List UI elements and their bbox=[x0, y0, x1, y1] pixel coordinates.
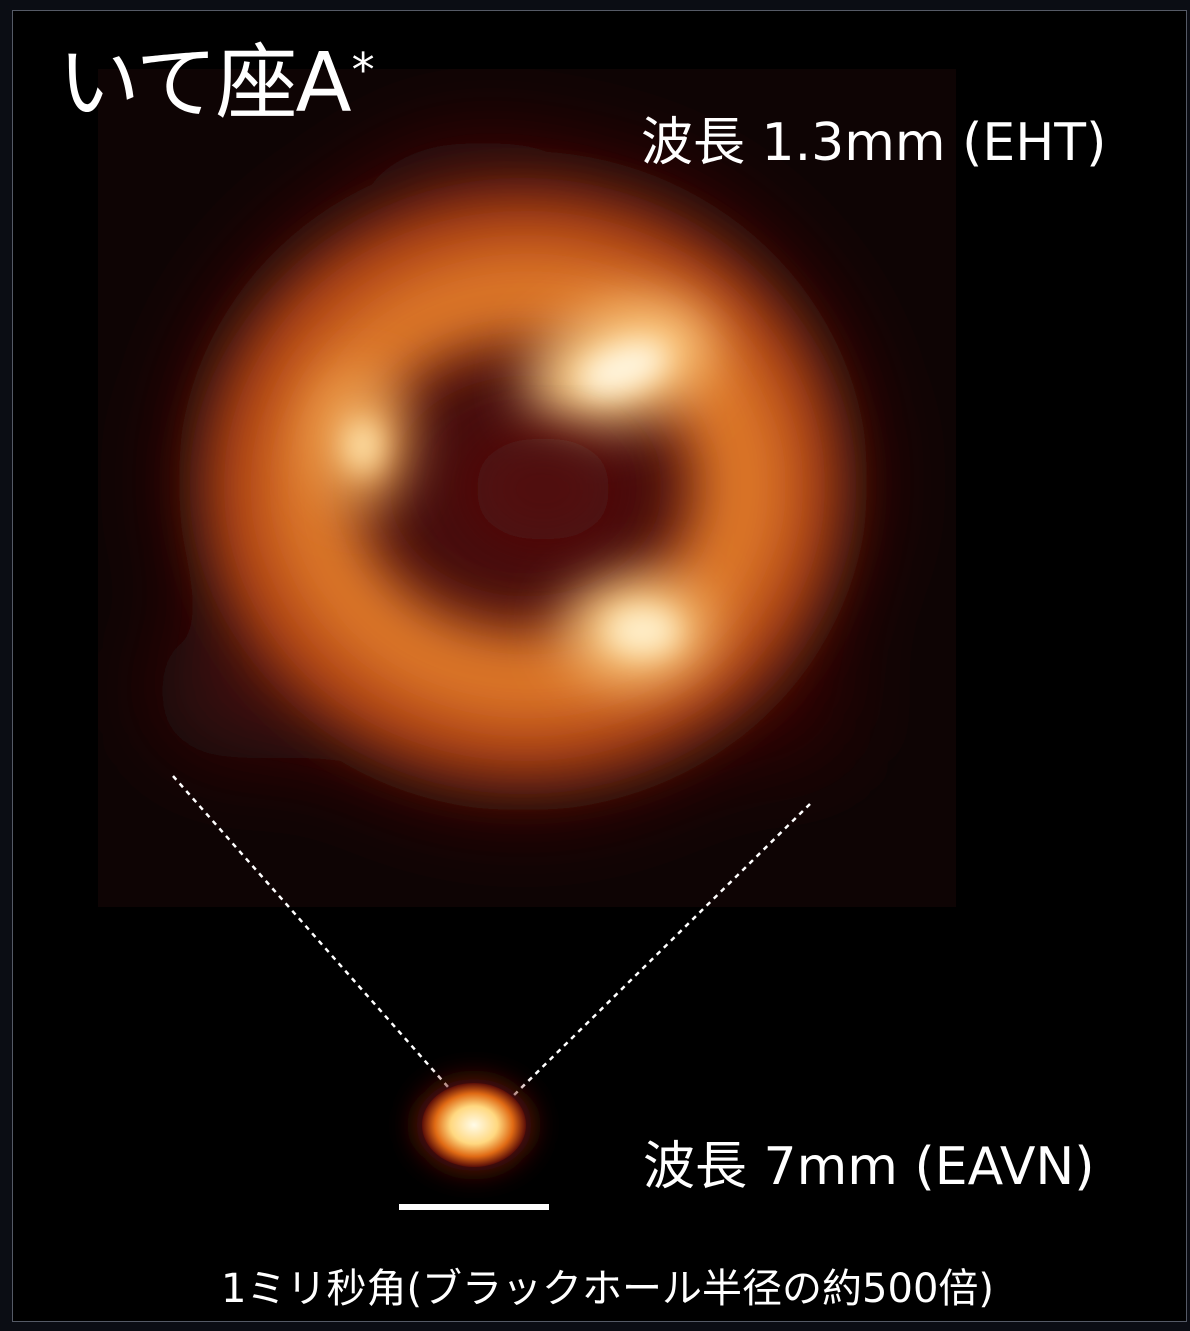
scale-bar-caption: 1ミリ秒角(ブラックホール半径の約500倍) bbox=[221, 1266, 995, 1312]
image-title: いて座A* bbox=[58, 36, 375, 131]
title-superscript: * bbox=[351, 43, 375, 97]
photon-ring bbox=[208, 196, 838, 776]
scale-bar bbox=[399, 1204, 549, 1210]
eavn-wavelength-label: 波長 7mm (EAVN) bbox=[643, 1137, 1095, 1197]
black-hole-image bbox=[98, 69, 956, 1210]
projection-line-left bbox=[172, 775, 457, 1097]
black-hole-shadow bbox=[473, 437, 613, 541]
eavn-source bbox=[416, 1079, 532, 1171]
image-frame: いて座A* 波長 1.3mm (EHT) 波長 7mm (EAVN) 1ミリ秒角… bbox=[12, 10, 1187, 1322]
eht-wavelength-label: 波長 1.3mm (EHT) bbox=[641, 113, 1107, 173]
